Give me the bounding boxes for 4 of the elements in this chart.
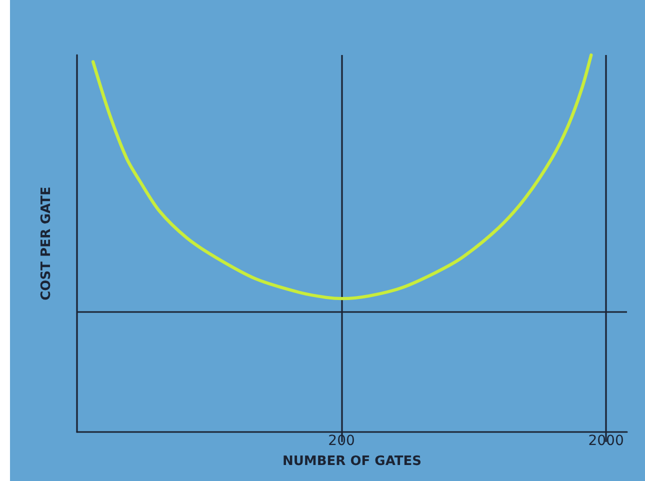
x-axis-title: NUMBER OF GATES bbox=[282, 454, 422, 469]
x-tick-label: 2000 bbox=[588, 433, 624, 449]
y-axis-title: COST PER GATE bbox=[39, 186, 54, 300]
x-tick-label: 200 bbox=[328, 433, 355, 449]
